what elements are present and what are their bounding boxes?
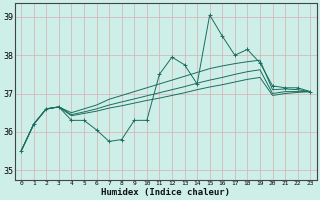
X-axis label: Humidex (Indice chaleur): Humidex (Indice chaleur): [101, 188, 230, 197]
